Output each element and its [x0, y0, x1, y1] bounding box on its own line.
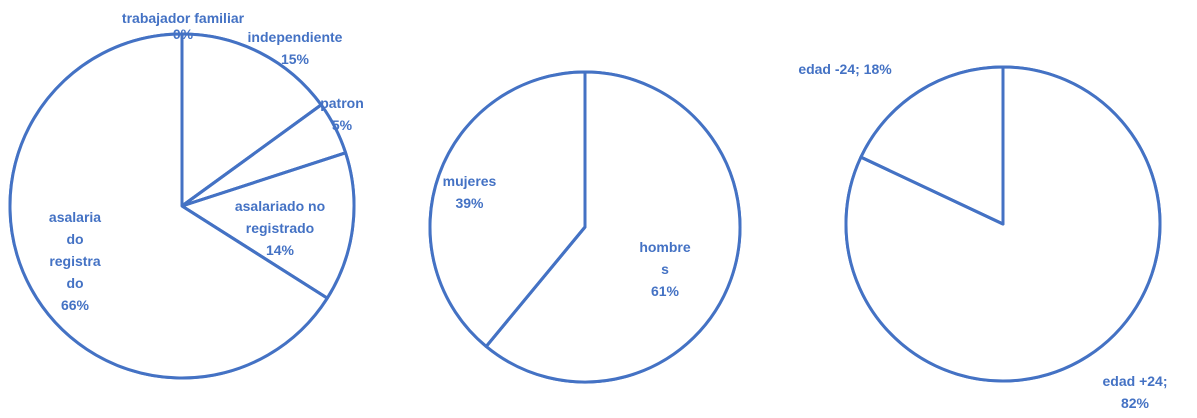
pie-3-slice-2: [859, 65, 1005, 226]
label-patron: patron 5%: [320, 95, 364, 133]
pie-2-slice-2: [428, 70, 587, 348]
pie-3-divider-2: [860, 155, 1004, 226]
label-edad-menos-24: edad -24; 18%: [798, 61, 892, 77]
label-asalariado-no-registrado: asalariado no registrado 14%: [234, 198, 326, 258]
pie-chart-1: [8, 32, 356, 380]
pie-1-divider-4: [181, 151, 347, 208]
label-trabajador-familiar: trabajador familiar 0%: [121, 10, 245, 42]
label-mujeres: mujeres 39%: [442, 173, 497, 211]
pie-1-divider-5: [181, 204, 329, 300]
pie-2-divider-2: [485, 226, 587, 348]
pie-1-divider-3: [181, 103, 323, 208]
pie-2-slice-1: [484, 70, 742, 384]
pie-1-slice-2: [180, 32, 323, 208]
pie-1-slice-5: [8, 32, 329, 380]
pie-1-slice-4: [180, 151, 356, 300]
label-independiente: independiente 15%: [247, 29, 343, 67]
pie-chart-2: [428, 70, 742, 384]
label-edad-mas-24: edad +24; 82%: [1102, 373, 1168, 411]
label-asalariado-registrado: asalaria do registra do 66%: [48, 209, 102, 313]
pie-chart-3: [844, 65, 1162, 383]
label-hombres: hombre s 61%: [639, 239, 691, 299]
